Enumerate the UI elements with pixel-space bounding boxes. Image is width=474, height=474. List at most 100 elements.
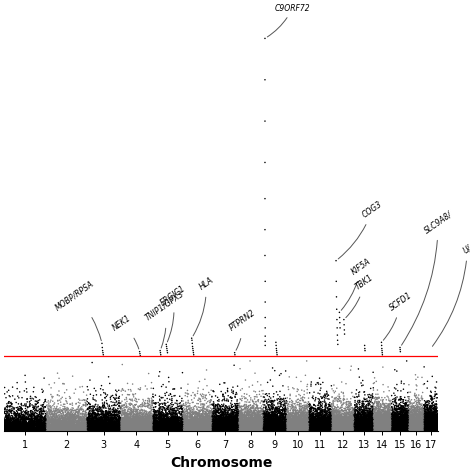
- Point: [368, 417, 375, 424]
- Point: [52, 422, 60, 429]
- Point: [425, 419, 433, 427]
- Point: [287, 422, 294, 429]
- Point: [351, 427, 359, 434]
- Point: [394, 427, 402, 435]
- Point: [317, 426, 324, 434]
- Point: [365, 411, 372, 419]
- Point: [419, 420, 427, 428]
- Point: [320, 427, 328, 435]
- Point: [358, 417, 365, 424]
- Point: [270, 413, 277, 421]
- Point: [406, 422, 414, 429]
- Point: [224, 428, 232, 435]
- Point: [291, 427, 298, 435]
- Point: [133, 419, 140, 427]
- Point: [359, 423, 367, 431]
- Point: [282, 420, 289, 428]
- Point: [419, 426, 426, 434]
- Point: [351, 426, 358, 434]
- Point: [286, 415, 293, 422]
- Point: [209, 413, 217, 421]
- Point: [284, 425, 292, 432]
- Point: [407, 418, 414, 426]
- Point: [389, 416, 397, 423]
- Point: [31, 400, 39, 408]
- Point: [408, 423, 416, 431]
- Point: [310, 416, 318, 424]
- Point: [278, 415, 286, 423]
- Point: [316, 415, 324, 423]
- Point: [118, 408, 126, 416]
- Point: [114, 421, 121, 429]
- Point: [230, 414, 237, 421]
- Point: [270, 420, 278, 428]
- Point: [49, 420, 57, 428]
- Point: [408, 424, 415, 431]
- Point: [3, 421, 10, 428]
- Point: [173, 424, 181, 432]
- Point: [128, 426, 136, 433]
- Point: [383, 410, 391, 418]
- Point: [434, 426, 441, 434]
- Point: [277, 413, 284, 420]
- Point: [255, 414, 262, 422]
- Point: [422, 427, 429, 434]
- Point: [315, 418, 323, 426]
- Point: [8, 426, 15, 434]
- Point: [368, 419, 376, 427]
- Point: [433, 420, 440, 428]
- Point: [277, 424, 285, 432]
- Point: [434, 427, 442, 435]
- Point: [253, 426, 261, 434]
- Point: [120, 417, 128, 425]
- Point: [381, 410, 388, 418]
- Point: [185, 409, 192, 417]
- Point: [428, 394, 436, 402]
- Point: [420, 426, 428, 434]
- Point: [197, 415, 205, 423]
- Point: [156, 423, 164, 430]
- Point: [422, 418, 429, 425]
- Point: [356, 425, 364, 432]
- Point: [175, 426, 182, 434]
- Point: [92, 424, 100, 432]
- Point: [429, 416, 437, 424]
- Point: [383, 424, 390, 432]
- Point: [358, 414, 366, 422]
- Point: [306, 423, 314, 430]
- Point: [359, 424, 367, 432]
- Point: [338, 417, 346, 425]
- Point: [217, 409, 225, 416]
- Point: [406, 426, 414, 433]
- Point: [258, 423, 266, 431]
- Point: [53, 407, 60, 414]
- Point: [355, 411, 363, 419]
- Point: [416, 427, 423, 434]
- Point: [229, 425, 237, 432]
- Point: [284, 415, 292, 422]
- Point: [429, 427, 437, 435]
- Point: [392, 415, 400, 422]
- Point: [217, 415, 224, 423]
- Point: [173, 427, 180, 435]
- Point: [47, 423, 55, 430]
- Point: [226, 421, 234, 429]
- Point: [413, 425, 420, 432]
- Point: [22, 428, 30, 435]
- Point: [422, 425, 430, 433]
- Point: [123, 421, 131, 429]
- Point: [238, 420, 246, 428]
- Point: [343, 425, 350, 433]
- Point: [112, 424, 119, 432]
- Point: [335, 427, 343, 434]
- Point: [107, 404, 114, 412]
- Point: [326, 427, 333, 434]
- Point: [309, 427, 316, 434]
- Point: [343, 415, 350, 423]
- Point: [166, 425, 174, 433]
- Point: [380, 426, 387, 434]
- Point: [432, 409, 439, 417]
- Point: [381, 418, 388, 425]
- Point: [264, 425, 271, 433]
- Point: [264, 420, 272, 428]
